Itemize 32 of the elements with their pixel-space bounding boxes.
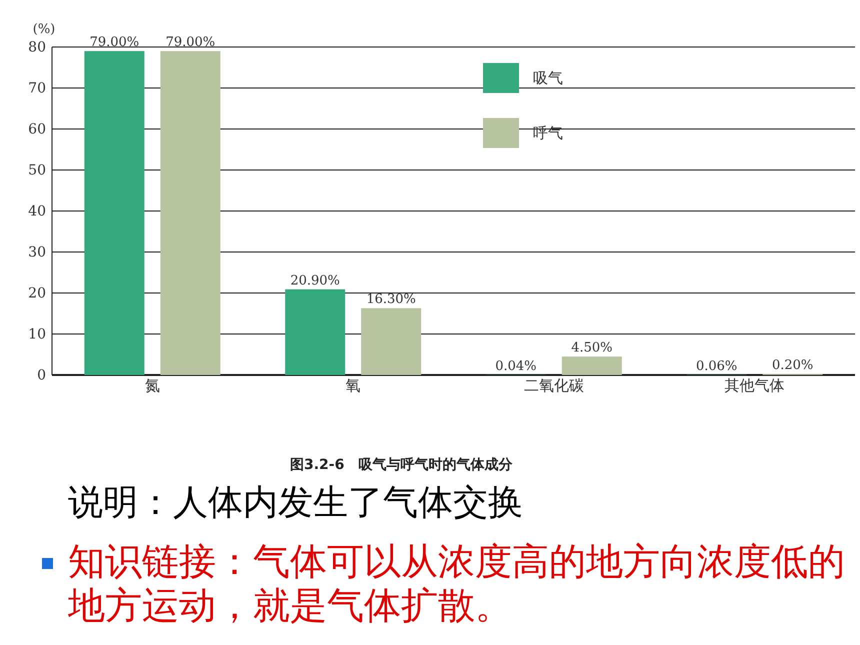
bar [84, 51, 144, 375]
data-label: 79.00% [90, 35, 140, 50]
y-axis-title: (%) [32, 22, 56, 37]
legend-label: 吸气 [533, 69, 563, 87]
text: 说明：人体内发生了气体交换 [68, 482, 524, 524]
y-tick-label: 30 [28, 244, 46, 260]
x-tick-label: 二氧化碳 [524, 376, 584, 395]
bar [361, 308, 422, 375]
y-tick-label: 0 [37, 367, 46, 384]
data-label: 0.04% [495, 358, 537, 374]
bar [160, 51, 220, 375]
data-label: 79.00% [166, 35, 216, 50]
data-label: 4.50% [571, 340, 613, 356]
y-tick-label: 50 [28, 162, 46, 178]
data-label: 0.06% [696, 358, 738, 374]
data-label: 16.30% [366, 292, 416, 308]
legend-label: 呼气 [533, 124, 563, 142]
bar [285, 289, 346, 375]
y-tick-label: 60 [28, 121, 46, 138]
x-tick-label: 其他气体 [724, 376, 785, 395]
y-tick-label: 70 [28, 80, 46, 96]
x-tick-label: 氮 [144, 376, 160, 395]
y-tick-label: 20 [28, 285, 46, 302]
data-label: 0.20% [772, 358, 814, 374]
y-tick-label: 40 [28, 203, 46, 220]
y-tick-label: 10 [28, 326, 46, 342]
text: 知识链接：气体可以从浓度高的地方向浓度低的地方运动，就是气体扩散。 [68, 540, 846, 629]
caption: 图3.2-6 吸气与呼气时的气体成分 [290, 457, 514, 474]
x-tick-label: 氧 [346, 376, 361, 395]
data-label: 20.90% [290, 273, 340, 288]
y-tick-label: 80 [28, 39, 46, 56]
bar [562, 356, 622, 375]
